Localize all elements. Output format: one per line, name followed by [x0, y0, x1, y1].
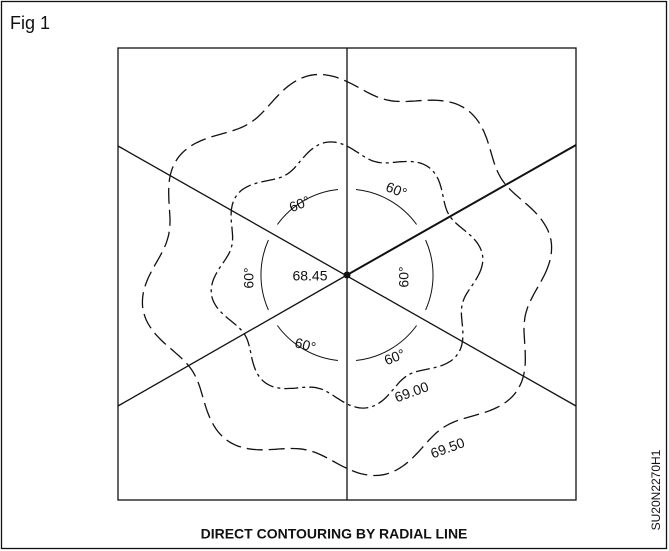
angle-label: 60°	[384, 178, 410, 201]
center-point	[343, 271, 351, 279]
contour-line	[141, 73, 553, 477]
center-label: 68.45	[292, 268, 327, 284]
contour-label: 69.50	[428, 434, 467, 461]
radial-line	[346, 144, 577, 276]
angle-label: 60°	[396, 266, 412, 287]
angle-arc	[260, 239, 269, 311]
figure-label: Fig 1	[10, 13, 50, 33]
caption: DIRECT CONTOURING BY RADIAL LINE	[201, 526, 468, 542]
angle-arc	[425, 239, 434, 311]
angle-arc	[276, 325, 339, 361]
radial-line	[117, 274, 348, 407]
figure-code: SU20N2270H1	[649, 449, 663, 530]
angle-arc	[276, 189, 339, 225]
angle-arc	[355, 189, 418, 225]
shapes	[141, 73, 553, 477]
contour-label: 69.00	[392, 378, 431, 405]
angle-label: 60°	[241, 267, 257, 288]
angle-label: 60°	[287, 192, 313, 215]
contour-line	[210, 141, 484, 409]
angle-label: 60°	[382, 345, 408, 368]
angle-arc	[355, 325, 418, 361]
angle-label: 60°	[293, 334, 318, 355]
